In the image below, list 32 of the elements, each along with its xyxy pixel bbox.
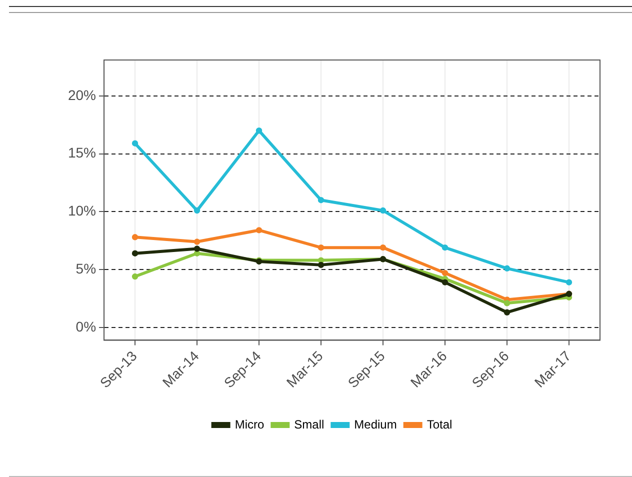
- point: [256, 227, 262, 234]
- y-tick-label: 0%: [76, 318, 96, 334]
- point: [132, 234, 138, 240]
- point: [132, 140, 138, 146]
- point: [256, 128, 262, 134]
- point: [442, 279, 448, 286]
- point: [504, 309, 510, 316]
- y-tick-label: 5%: [76, 260, 96, 276]
- point: [380, 244, 386, 251]
- legend-label: Medium: [354, 417, 397, 432]
- point: [504, 300, 510, 306]
- point: [194, 238, 200, 245]
- y-tick-label: 10%: [68, 202, 96, 219]
- point: [194, 246, 200, 252]
- point: [318, 257, 324, 264]
- y-tick-label: 20%: [68, 86, 96, 103]
- legend-label: Micro: [234, 417, 264, 432]
- point: [132, 250, 138, 256]
- y-tick-label: 15%: [68, 144, 96, 161]
- point: [318, 262, 324, 268]
- point: [194, 207, 200, 214]
- point: [442, 244, 448, 251]
- point: [504, 265, 510, 272]
- legend-label: Total: [426, 417, 452, 432]
- point: [380, 207, 386, 214]
- legend-label: Small: [294, 417, 324, 432]
- point: [194, 250, 200, 256]
- point: [318, 197, 324, 204]
- point: [132, 273, 138, 280]
- point: [442, 270, 448, 276]
- point: [318, 244, 324, 251]
- point: [566, 279, 572, 286]
